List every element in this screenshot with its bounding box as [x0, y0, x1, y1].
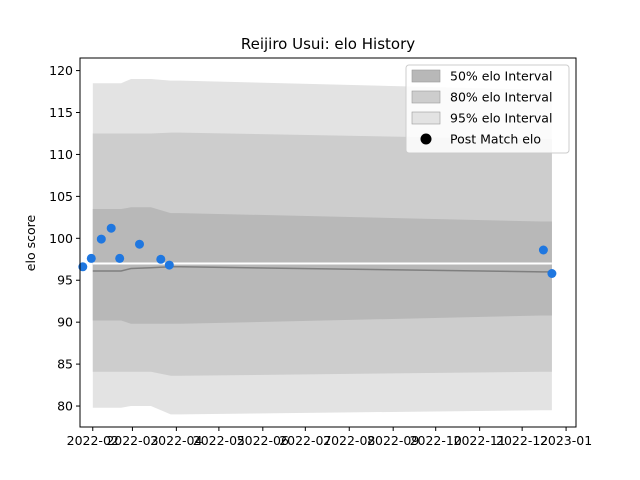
mean-line — [92, 266, 552, 273]
post-match-point — [78, 262, 88, 272]
y-tick-label: 110 — [49, 147, 73, 162]
x-tick-label: 2022-03 — [106, 433, 158, 448]
x-axis-ticks: 2022-022022-032022-042022-052022-062022-… — [67, 427, 592, 448]
trend-lines — [92, 262, 552, 273]
plot-area — [78, 79, 557, 415]
post-match-point — [86, 253, 96, 263]
y-tick-label: 85 — [57, 357, 73, 372]
post-match-point — [538, 245, 548, 255]
x-tick-label: 2023-01 — [540, 433, 592, 448]
post-match-point — [547, 269, 557, 278]
interval-bands — [92, 79, 552, 415]
x-tick-label: 2022-10 — [410, 433, 462, 448]
x-tick-label: 2022-11 — [454, 433, 506, 448]
y-axis-label: elo score — [23, 215, 38, 272]
post-match-point — [106, 223, 116, 233]
y-tick-label: 120 — [49, 63, 73, 78]
y-tick-label: 80 — [57, 399, 73, 414]
post-match-point — [156, 254, 166, 264]
legend-label: 95% elo Interval — [450, 111, 552, 126]
x-tick-label: 2022-08 — [323, 433, 375, 448]
axes-frame — [79, 57, 577, 428]
x-tick-label: 2022-02 — [67, 433, 119, 448]
x-tick-label: 2022-05 — [193, 433, 245, 448]
y-tick-label: 95 — [57, 273, 73, 288]
y-tick-label: 100 — [49, 231, 73, 246]
x-tick-label: 2022-06 — [237, 433, 289, 448]
y-tick-label: 115 — [49, 105, 73, 120]
x-tick-label: 2022-12 — [496, 433, 548, 448]
legend-swatch — [411, 90, 441, 104]
legend-swatch — [411, 111, 441, 125]
legend-label: 80% elo Interval — [450, 90, 552, 105]
x-tick-label: 2022-04 — [150, 433, 202, 448]
y-tick-label: 90 — [57, 315, 73, 330]
post-match-point — [96, 234, 106, 244]
legend-label: 50% elo Interval — [450, 69, 552, 84]
x-tick-label: 2022-07 — [279, 433, 331, 448]
chart-title: Reijiro Usui: elo History — [241, 35, 415, 53]
legend-box — [405, 64, 570, 154]
post-match-point — [164, 260, 174, 270]
y-axis-ticks: 80 85 90 95 100 105 110 115 120 — [49, 63, 80, 414]
post-match-point — [115, 253, 125, 263]
band-50-percent — [92, 207, 552, 324]
legend-marker — [420, 133, 432, 145]
post-match-points — [78, 223, 557, 278]
x-tick-label: 2022-09 — [367, 433, 419, 448]
y-tick-label: 105 — [49, 189, 73, 204]
legend-swatch — [411, 69, 441, 83]
legend: 50% elo Interval 80% elo Interval 95% elo … — [405, 64, 570, 154]
post-match-point — [135, 239, 144, 249]
legend-label: Post Match elo — [450, 132, 541, 147]
